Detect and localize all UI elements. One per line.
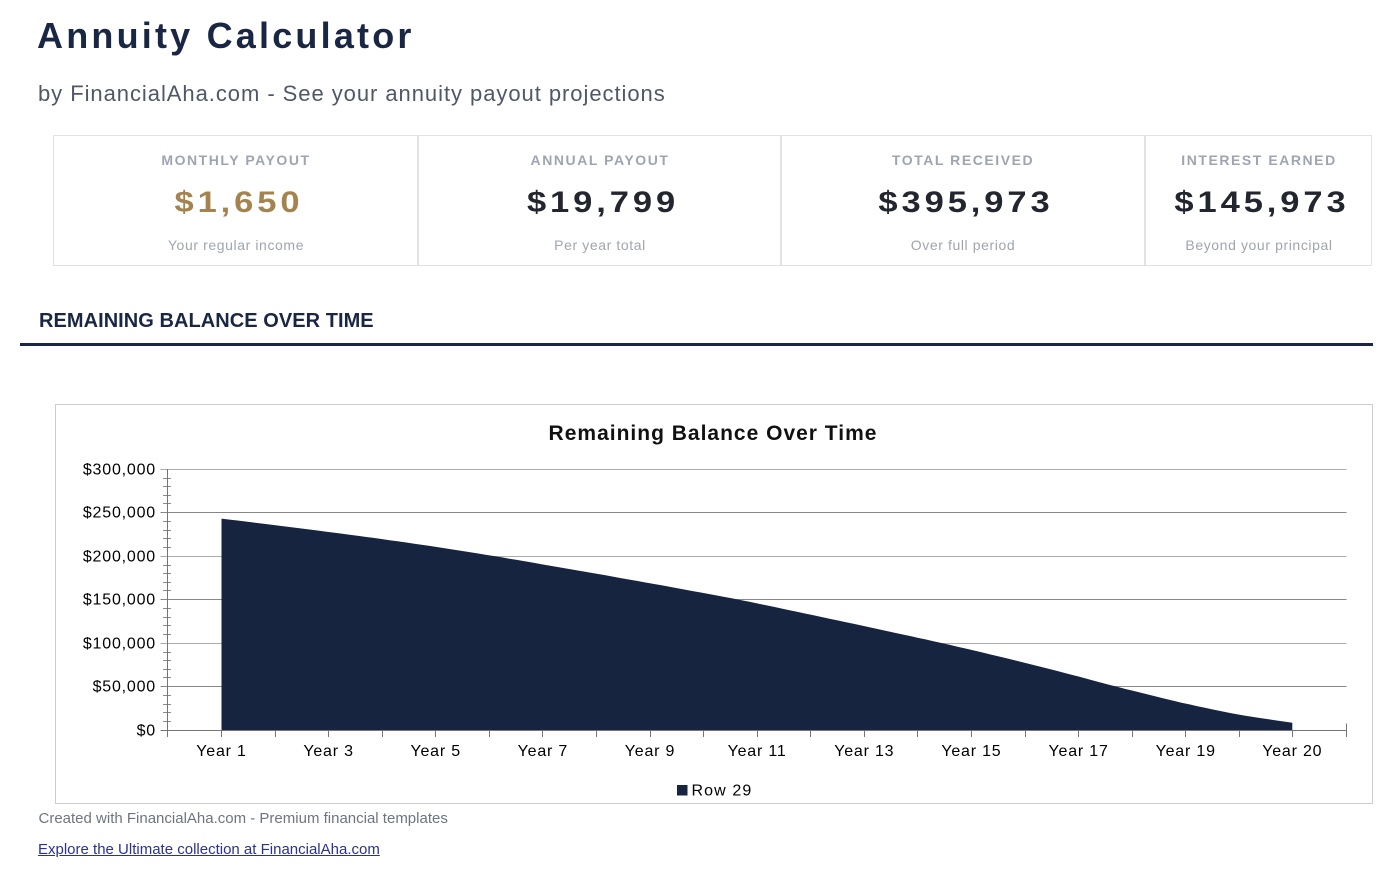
svg-text:$0: $0 [137,722,156,739]
svg-text:Row 29: Row 29 [692,783,753,800]
svg-text:Year 5: Year 5 [410,743,460,760]
svg-text:$250,000: $250,000 [83,504,156,521]
svg-text:Year 13: Year 13 [834,743,894,760]
svg-text:Year 1: Year 1 [196,743,246,760]
svg-text:$150,000: $150,000 [83,591,156,608]
svg-text:Year 15: Year 15 [941,743,1001,760]
svg-text:$50,000: $50,000 [93,678,156,695]
svg-text:Remaining Balance Over Time: Remaining Balance Over Time [549,422,878,445]
svg-text:Year 19: Year 19 [1156,743,1216,760]
svg-text:$100,000: $100,000 [83,635,156,652]
svg-text:$300,000: $300,000 [83,461,156,478]
svg-text:Year 3: Year 3 [303,743,353,760]
svg-text:Year 9: Year 9 [625,743,675,760]
svg-text:Year 20: Year 20 [1262,743,1322,760]
svg-text:Year 7: Year 7 [518,743,568,760]
svg-text:$200,000: $200,000 [83,548,156,565]
svg-text:Year 11: Year 11 [728,743,787,760]
svg-text:Year 17: Year 17 [1049,743,1109,760]
